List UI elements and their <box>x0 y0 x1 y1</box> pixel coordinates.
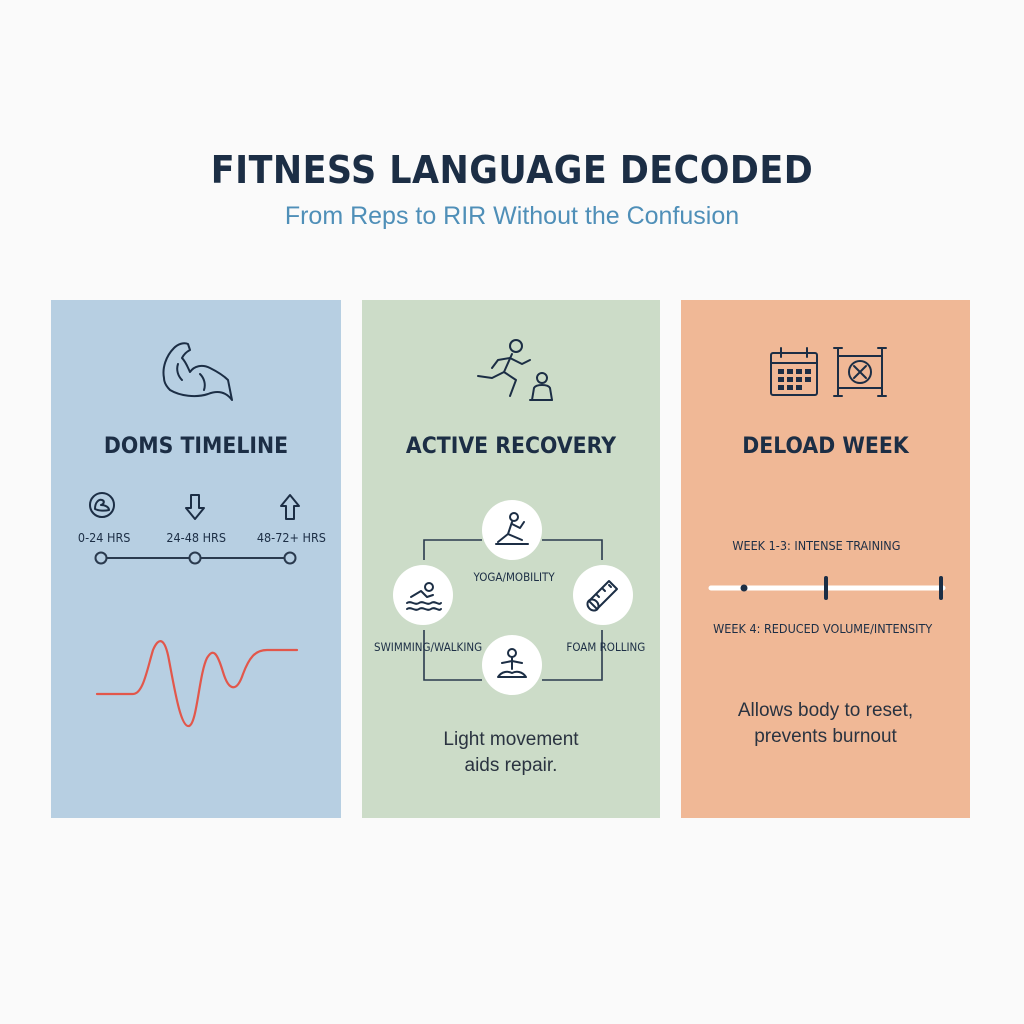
runner-icon <box>477 339 553 401</box>
doms-title: DOMS TIMELINE <box>103 434 289 459</box>
swimmer-icon <box>406 582 442 611</box>
active-note-line-2: aids repair. <box>464 755 558 776</box>
arrow-down-icon <box>185 494 205 520</box>
stage-label-24-48: 24-48 HRS <box>166 530 227 545</box>
blocked-gate-icon <box>833 347 887 397</box>
doms-timeline-panel: DOMS TIMELINE 0-24 HRS 24-48 HRS 48-72+ … <box>51 300 341 818</box>
deload-note: Allows body to reset, prevents burnout <box>681 698 970 750</box>
deload-phase-1: WEEK 1-3: INTENSE TRAINING <box>732 538 901 553</box>
active-recovery-panel: ACTIVE RECOVERY YOGA/MOBILITY <box>362 300 660 818</box>
activity-label-swimming: SWIMMING/WALKING <box>374 640 483 654</box>
swimming-circle <box>393 565 453 625</box>
page-subtitle: From Reps to RIR Without the Confusion <box>284 202 740 230</box>
active-recovery-title: ACTIVE RECOVERY <box>405 434 617 459</box>
foam-roller-icon <box>586 580 618 612</box>
flexed-bicep-icon <box>162 342 233 401</box>
deload-phase-2: WEEK 4: REDUCED VOLUME/INTENSITY <box>713 621 933 636</box>
active-note-line-1: Light movement <box>443 729 579 750</box>
recovery-cycle-frame <box>423 539 603 681</box>
soreness-wave-line <box>95 640 299 728</box>
yoga-circle <box>482 500 542 560</box>
calendar-icon <box>770 347 818 396</box>
meditation-icon <box>497 648 527 678</box>
yoga-icon <box>495 512 529 545</box>
stage-label-48-72: 48-72+ HRS <box>256 530 326 545</box>
page-title: FITNESS LANGUAGE DECODED <box>210 148 814 192</box>
deload-title: DELOAD WEEK <box>742 434 909 459</box>
activity-label-foam-rolling: FOAM ROLLING <box>566 640 646 654</box>
meditation-circle <box>482 635 542 695</box>
arrow-up-icon <box>280 494 300 520</box>
deload-week-panel: DELOAD WEEK WEEK 1-3: INTENSE TRAINING W… <box>681 300 970 818</box>
foam-rolling-circle <box>573 565 633 625</box>
doms-timeline-track <box>94 551 297 565</box>
deload-note-line-2: prevents burnout <box>754 726 897 747</box>
sore-muscle-icon <box>89 492 115 518</box>
activity-label-yoga: YOGA/MOBILITY <box>473 570 555 584</box>
deload-note-line-1: Allows body to reset, <box>737 700 914 721</box>
stage-label-0-24: 0-24 HRS <box>77 530 131 545</box>
deload-progress-bar <box>708 576 946 600</box>
active-recovery-note: Light movement aids repair. <box>362 727 660 779</box>
